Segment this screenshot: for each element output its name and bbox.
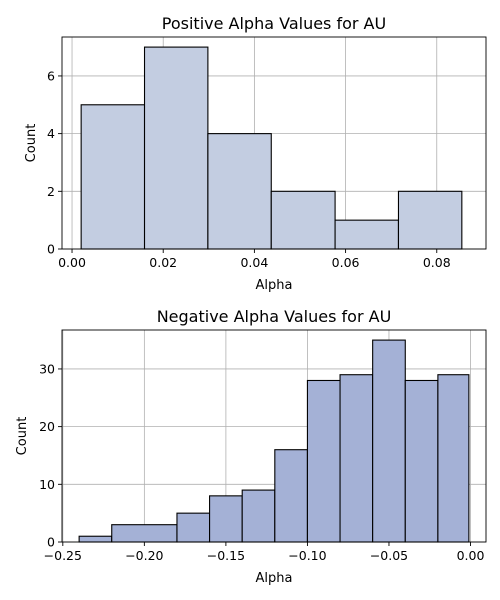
chart-title: Negative Alpha Values for AU <box>157 307 392 326</box>
y-axis-label: Count <box>24 124 39 163</box>
histogram-bar <box>274 449 308 543</box>
y-tick-label: 10 <box>39 477 55 492</box>
plot-frame <box>61 36 487 250</box>
histogram-bar <box>143 46 209 250</box>
y-tick-label: 4 <box>47 126 55 141</box>
histogram-bar <box>207 133 272 250</box>
x-tick-label: −0.25 <box>44 548 82 563</box>
x-tick-label: 0.08 <box>423 255 451 270</box>
y-tick-label: 2 <box>47 184 55 199</box>
histogram-bar <box>339 374 374 543</box>
y-tick-label: 0 <box>47 535 55 550</box>
x-tick-label: 0.00 <box>457 548 485 563</box>
histogram-bar <box>437 374 470 543</box>
histogram-bar <box>176 512 211 543</box>
histogram-bar <box>306 379 341 543</box>
histogram-bar <box>111 524 178 543</box>
x-tick-label: 0.04 <box>240 255 268 270</box>
y-tick-label: 6 <box>47 68 55 83</box>
histogram-bar <box>209 495 243 543</box>
x-axis-label: Alpha <box>256 278 293 293</box>
y-tick-label: 20 <box>39 419 55 434</box>
plot-frame <box>61 329 487 543</box>
histogram-bar <box>372 339 406 543</box>
y-tick-label: 30 <box>39 361 55 376</box>
y-axis-label: Count <box>15 417 30 456</box>
x-tick-label: −0.05 <box>370 548 408 563</box>
histogram-bar <box>334 219 400 250</box>
histogram-bar <box>397 190 463 250</box>
x-tick-label: −0.10 <box>288 548 326 563</box>
histogram-bar <box>78 535 113 543</box>
x-tick-label: 0.02 <box>149 255 177 270</box>
histogram-bar <box>270 190 336 250</box>
y-tick-label: 0 <box>47 242 55 257</box>
x-axis-label: Alpha <box>256 571 293 586</box>
histogram-bar <box>241 489 276 543</box>
x-tick-label: 0.06 <box>332 255 360 270</box>
histogram-bar <box>404 379 439 543</box>
x-tick-label: 0.00 <box>58 255 86 270</box>
chart-title: Positive Alpha Values for AU <box>162 14 386 33</box>
negative-alpha-histogram: −0.25 −0.20 −0.15 −0.10 −0.05 0.00 0 10 20 30 Nega… <box>15 307 487 586</box>
x-tick-label: −0.20 <box>125 548 163 563</box>
x-tick-label: −0.15 <box>207 548 245 563</box>
histogram-bar <box>80 104 146 250</box>
positive-alpha-histogram: 0.00 0.02 0.04 0.06 0.08 0 2 4 6 Positive Alpha V… <box>24 14 487 293</box>
